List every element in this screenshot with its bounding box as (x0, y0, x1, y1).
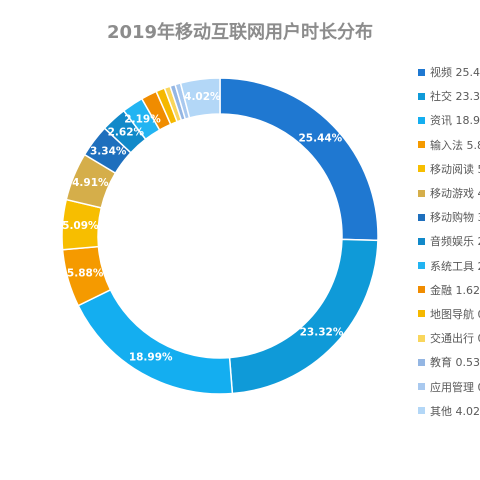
legend-swatch-2 (418, 116, 425, 124)
legend-swatch-4 (418, 165, 425, 173)
legend-item-0: 视频 25.44% (418, 60, 480, 84)
legend-item-11: 交通出行 0.60% (418, 326, 480, 350)
legend-label-2: 资讯 18.99% (430, 114, 480, 128)
legend-label-11: 交通出行 0.60% (430, 332, 480, 346)
legend-label-14: 其他 4.02% (430, 404, 480, 418)
legend-swatch-14 (418, 407, 425, 415)
donut-labels: 25.44% 23.32% 18.99% 5.88% 5.09% 4.91% 3.34% 2.… (62, 91, 344, 364)
legend-label-0: 视频 25.44% (430, 66, 480, 80)
legend-label-8: 系统工具 2.19% (430, 259, 480, 273)
slice-label-14: 4.02% (184, 91, 221, 103)
legend-label-3: 输入法 5.88% (430, 138, 480, 152)
slice-label-2: 18.99% (129, 352, 173, 364)
legend-item-14: 其他 4.02% (418, 399, 480, 423)
legend-swatch-13 (418, 383, 425, 391)
legend-swatch-12 (418, 358, 425, 366)
legend-swatch-8 (418, 262, 425, 270)
legend-swatch-1 (418, 92, 425, 100)
legend-swatch-11 (418, 334, 425, 342)
legend-item-10: 地图导航 0.90% (418, 302, 480, 326)
legend-swatch-7 (418, 237, 425, 245)
slice-label-8: 2.19% (124, 113, 161, 125)
slice-label-0: 25.44% (298, 132, 342, 144)
legend-swatch-10 (418, 310, 425, 318)
slice-label-6: 3.34% (90, 146, 127, 158)
chart-title: 2019年移动互联网用户时长分布 (106, 22, 374, 43)
legend-label-13: 应用管理 0.57% (430, 380, 480, 394)
legend-label-6: 移动购物 3.34% (430, 211, 480, 225)
legend-label-1: 社交 23.32% (430, 90, 480, 104)
legend-label-7: 音频娱乐 2.62% (430, 235, 480, 249)
legend-label-10: 地图导航 0.90% (430, 307, 480, 321)
slice-label-5: 4.91% (72, 177, 109, 189)
legend-swatch-5 (418, 189, 425, 197)
legend-item-8: 系统工具 2.19% (418, 254, 480, 278)
legend-swatch-6 (418, 213, 425, 221)
legend-item-1: 社交 23.32% (418, 84, 480, 108)
legend-swatch-9 (418, 286, 425, 294)
legend-item-13: 应用管理 0.57% (418, 374, 480, 398)
legend-item-5: 移动游戏 4.91% (418, 181, 480, 205)
legend-item-2: 资讯 18.99% (418, 108, 480, 132)
slice-label-1: 23.32% (300, 326, 344, 338)
legend-swatch-3 (418, 141, 425, 149)
slice-label-3: 5.88% (67, 268, 104, 280)
donut-slice-0 (219, 77, 379, 242)
legend-label-9: 金融 1.62% (430, 283, 480, 297)
slice-label-4: 5.09% (62, 220, 99, 232)
donut-slice-1 (228, 238, 379, 395)
donut-slice-14 (179, 77, 221, 119)
legend-swatch-0 (418, 68, 425, 76)
legend-label-4: 移动阅读 5.09% (430, 162, 480, 176)
legend-item-6: 移动购物 3.34% (418, 205, 480, 229)
chart-legend: 视频 25.44% 社交 23.32% 资讯 18.99% 输入法 5.88% 移动阅读… (418, 60, 480, 423)
donut-slice-2 (77, 288, 234, 395)
legend-item-4: 移动阅读 5.09% (418, 157, 480, 181)
legend-item-7: 音频娱乐 2.62% (418, 229, 480, 253)
legend-label-5: 移动游戏 4.91% (430, 187, 480, 201)
legend-item-3: 输入法 5.88% (418, 133, 480, 157)
legend-item-9: 金融 1.62% (418, 278, 480, 302)
legend-item-12: 教育 0.53% (418, 350, 480, 374)
slice-label-7: 2.62% (108, 126, 145, 138)
legend-label-12: 教育 0.53% (430, 356, 480, 370)
donut-slices (61, 77, 379, 395)
